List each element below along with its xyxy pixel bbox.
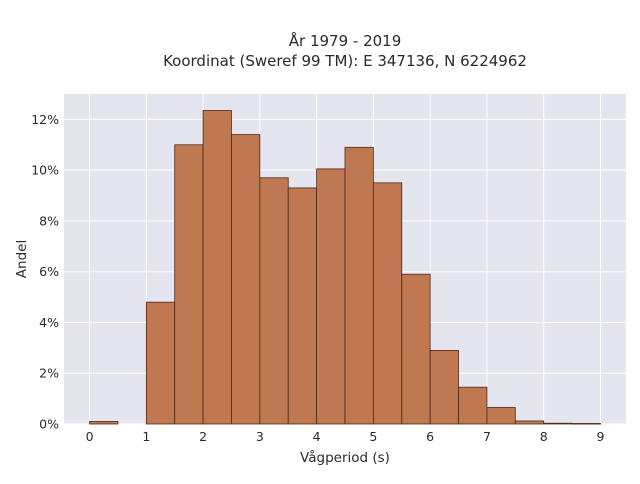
histogram-bar	[287, 187, 318, 425]
y-tick-label: 12%	[31, 112, 59, 127]
x-axis-ticks: 0 1 2 3 4 5 6 7 8 9	[86, 429, 605, 444]
histogram-bar	[543, 422, 573, 425]
histogram-bar	[514, 420, 545, 425]
histogram-bar	[571, 423, 601, 425]
x-tick-label: 9	[596, 429, 604, 444]
x-tick-label: 4	[313, 429, 321, 444]
histogram-bar	[372, 182, 403, 425]
chart-subtitle: Koordinat (Sweref 99 TM): E 347136, N 62…	[163, 52, 527, 70]
x-axis-label: Vågperiod (s)	[300, 449, 390, 466]
x-tick-label: 0	[86, 429, 94, 444]
histogram-bar	[89, 421, 119, 425]
histogram-bar	[401, 273, 431, 425]
y-tick-label: 4%	[39, 315, 59, 330]
histogram-bar	[344, 146, 374, 425]
histogram-bar	[458, 386, 488, 425]
y-axis-label: Andel	[14, 240, 30, 278]
x-tick-label: 6	[426, 429, 434, 444]
x-tick-label: 5	[369, 429, 377, 444]
histogram-bar	[259, 177, 289, 425]
histogram-bar	[174, 144, 204, 425]
histogram-bar	[202, 110, 232, 425]
x-tick-label: 8	[540, 429, 548, 444]
y-tick-label: 8%	[39, 213, 59, 228]
histogram-bar	[231, 134, 261, 425]
y-tick-label: 2%	[39, 366, 59, 381]
histogram-bar	[486, 407, 516, 425]
histogram-bar	[145, 301, 176, 425]
x-tick-label: 3	[256, 429, 264, 444]
bars	[89, 110, 601, 425]
x-tick-label: 7	[483, 429, 491, 444]
chart-title: År 1979 - 2019	[289, 31, 402, 50]
histogram-bar	[429, 349, 459, 425]
y-axis-ticks: 0% 2% 4% 6% 8% 10% 12%	[31, 112, 59, 432]
x-tick-label: 2	[199, 429, 207, 444]
y-tick-label: 0%	[39, 417, 59, 432]
y-tick-label: 6%	[39, 264, 59, 279]
y-tick-label: 10%	[31, 163, 59, 178]
histogram-bar	[316, 168, 346, 425]
x-tick-label: 1	[142, 429, 150, 444]
